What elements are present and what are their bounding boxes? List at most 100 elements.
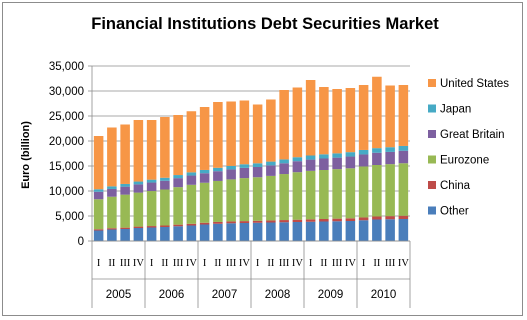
bar-segment-eurozone (398, 163, 409, 216)
bar-segment-eurozone (160, 189, 170, 226)
y-axis-label: Euro (billion) (20, 121, 32, 189)
bar-segment-great-britain (120, 186, 130, 195)
bar-segment-other (173, 226, 183, 241)
bar-segment-china (107, 228, 117, 230)
bar-segment-japan (93, 189, 104, 192)
bar-segment-united-states (266, 99, 276, 162)
bar-segment-china (372, 216, 382, 220)
year-label: 2010 (371, 289, 397, 301)
x-tick-label: I (150, 258, 154, 269)
bar-segment-great-britain (358, 154, 369, 167)
legend-swatch (428, 79, 436, 87)
x-tick-label: I (309, 258, 313, 269)
bar-segment-great-britain (186, 175, 197, 185)
x-tick-label: III (226, 258, 237, 269)
bar-segment-other (372, 219, 382, 241)
bar-segment-other (226, 223, 236, 241)
bar-segment-japan (226, 165, 236, 170)
bar-segment-great-britain (213, 171, 223, 181)
x-tick-label: IV (239, 258, 250, 269)
legend-swatch (428, 181, 436, 189)
bar-segment-eurozone (332, 169, 342, 219)
bar-segment-other (279, 222, 289, 241)
bar-segment-china (305, 219, 316, 222)
year-label: 2007 (212, 289, 238, 301)
y-tick-label: 10,000 (49, 186, 84, 198)
y-tick-label: 5,000 (55, 211, 84, 223)
bar-segment-japan (199, 169, 210, 174)
bar-segment-united-states (160, 117, 170, 178)
bar-segment-united-states (372, 76, 382, 149)
bar-segment-japan (372, 148, 382, 153)
bar-segment-eurozone (266, 175, 276, 221)
y-tick-label: 20,000 (49, 136, 84, 148)
y-tick-label: 15,000 (49, 161, 84, 173)
bar-segment-other (199, 224, 210, 241)
bar-segment-eurozone (146, 191, 157, 227)
bar-segment-china (120, 227, 130, 229)
bar-segment-great-britain (345, 156, 356, 169)
x-tick-label: I (203, 258, 207, 269)
bar-segment-eurozone (239, 178, 250, 222)
bar-segment-other (305, 221, 316, 241)
bar-segment-china (292, 219, 303, 222)
bar-segment-united-states (292, 87, 303, 158)
bar-segment-united-states (332, 89, 342, 154)
x-tick-label: IV (345, 258, 356, 269)
bar-segment-other (93, 230, 104, 241)
bar-segment-other (107, 229, 117, 241)
bar-segment-china (186, 223, 197, 226)
bar-segment-other (133, 228, 144, 241)
bar-segment-great-britain (292, 161, 303, 173)
bars (93, 76, 409, 241)
x-tick-label: II (267, 258, 274, 269)
bar-segment-eurozone (345, 168, 356, 219)
year-label: 2006 (159, 289, 185, 301)
bar-segment-other (213, 223, 223, 241)
bar-segment-china (332, 218, 342, 222)
bar-segment-eurozone (358, 166, 369, 218)
bar-segment-other (358, 220, 369, 241)
bar-segment-united-states (398, 85, 409, 146)
bar-segment-china (173, 224, 183, 227)
bar-segment-other (292, 222, 303, 241)
bar-segment-japan (160, 177, 170, 181)
x-tick-label: III (173, 258, 184, 269)
bar-segment-china (345, 218, 356, 221)
bar-segment-great-britain (252, 167, 263, 178)
bar-segment-china (213, 221, 223, 224)
bar-segment-eurozone (173, 187, 183, 225)
bar-segment-japan (345, 152, 356, 157)
chart-frame (2, 2, 523, 316)
x-axis: I II III IV I II III IV I II III IV I II III IV I II III IV… (91, 240, 411, 308)
bar-segment-japan (266, 161, 276, 166)
bar-segment-japan (279, 159, 289, 164)
y-axis-ticks: 0 5,000 10,000 15,000 20,000 25,000 30,000 35,0… (49, 61, 93, 248)
bar-segment-great-britain (372, 152, 382, 165)
bar-segment-great-britain (305, 159, 316, 171)
bar-segment-other (146, 227, 157, 241)
chart-title: Financial Institutions Debt Securities M… (91, 15, 439, 33)
x-tick-label: II (161, 258, 168, 269)
legend: United States Japan Great Britain Eurozone C… (428, 78, 509, 218)
legend-label: China (440, 180, 471, 192)
x-tick-label: III (385, 258, 396, 269)
bar-segment-eurozone (385, 164, 395, 217)
bar-segment-eurozone (252, 177, 263, 221)
x-tick-label: II (373, 258, 380, 269)
bar-segment-japan (252, 163, 263, 167)
y-tick-label: 25,000 (49, 111, 84, 123)
bar-segment-japan (358, 149, 369, 155)
bar-segment-united-states (358, 85, 369, 150)
bar-segment-united-states (146, 120, 157, 180)
legend-label: Eurozone (440, 155, 489, 167)
bar-segment-united-states (120, 124, 130, 184)
bar-segment-united-states (226, 101, 236, 166)
bar-segment-great-britain (107, 188, 117, 197)
x-tick-label: II (320, 258, 327, 269)
bar-segment-eurozone (120, 194, 130, 228)
y-tick-label: 30,000 (49, 86, 84, 98)
bar-segment-united-states (305, 80, 316, 156)
x-tick-label: II (108, 258, 115, 269)
bar-segment-other (160, 227, 170, 241)
